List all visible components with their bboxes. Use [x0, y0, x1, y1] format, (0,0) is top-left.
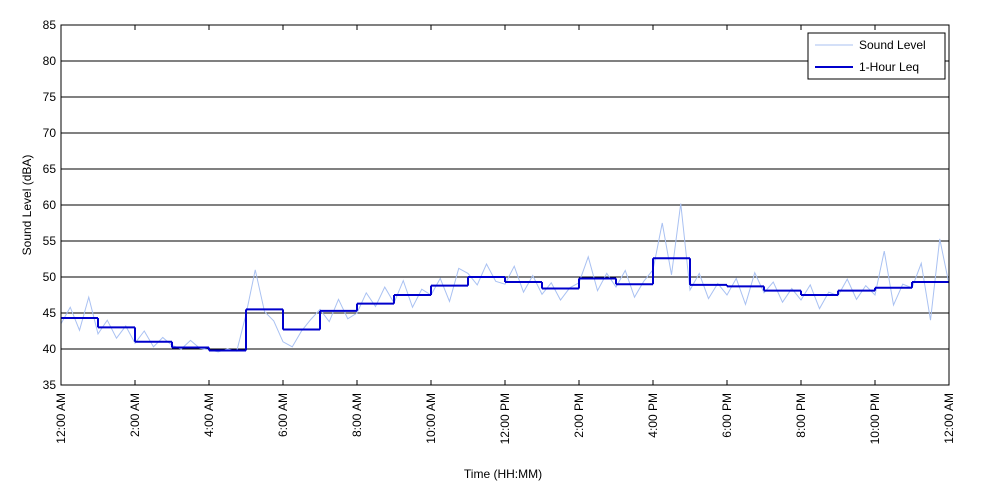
y-tick-label: 75 [43, 90, 57, 104]
y-tick-label: 60 [43, 198, 57, 212]
x-tick-label: 4:00 AM [202, 393, 216, 437]
y-tick-label: 85 [43, 18, 57, 32]
x-tick-label: 8:00 AM [350, 393, 364, 437]
x-tick-label: 8:00 PM [794, 393, 808, 438]
y-tick-label: 40 [43, 342, 57, 356]
y-tick-label: 50 [43, 270, 57, 284]
x-tick-label: 12:00 AM [54, 393, 68, 444]
plot-frame [60, 24, 950, 386]
x-tick-label: 6:00 PM [720, 393, 734, 438]
legend-box [807, 32, 946, 80]
x-tick-label: 10:00 PM [868, 393, 882, 444]
y-tick-label: 65 [43, 162, 57, 176]
x-tick-label: 2:00 AM [128, 393, 142, 437]
x-tick-label: 10:00 AM [424, 393, 438, 444]
x-tick-label: 12:00 PM [498, 393, 512, 444]
x-tick-label: 4:00 PM [646, 393, 660, 438]
x-axis-label: Time (HH:MM) [464, 467, 542, 481]
legend-label: 1-Hour Leq [859, 60, 919, 74]
y-tick-label: 35 [43, 378, 57, 392]
x-tick-label: 6:00 AM [276, 393, 290, 437]
y-tick-label: 45 [43, 306, 57, 320]
y-tick-label: 55 [43, 234, 57, 248]
y-tick-label: 70 [43, 126, 57, 140]
x-tick-label: 12:00 AM [942, 393, 956, 444]
x-tick-label: 2:00 PM [572, 393, 586, 438]
legend-label: Sound Level [859, 38, 926, 52]
y-tick-label: 80 [43, 54, 57, 68]
y-axis-label: Sound Level (dBA) [20, 155, 34, 256]
